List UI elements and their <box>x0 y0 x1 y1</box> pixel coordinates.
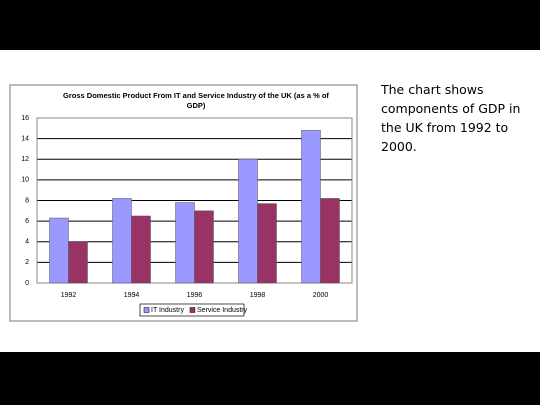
legend-label: Service Industry <box>197 307 248 314</box>
bar <box>238 159 258 284</box>
y-tick-label: 10 <box>21 177 29 184</box>
x-tick-label: 1998 <box>250 292 266 299</box>
x-tick-label: 1992 <box>61 292 77 299</box>
y-tick-label: 16 <box>21 115 29 122</box>
bar <box>257 203 277 284</box>
bar <box>320 198 340 284</box>
slide-text: The chart shows components of GDP in the… <box>381 82 521 154</box>
bottom-band <box>0 352 540 405</box>
bar <box>112 198 132 284</box>
y-tick-label: 0 <box>25 280 29 287</box>
top-band <box>0 0 540 50</box>
chart-title: GDP) <box>187 101 206 110</box>
legend-swatch <box>189 307 196 313</box>
bar <box>49 217 69 284</box>
x-tick-label: 2000 <box>313 292 329 299</box>
bar <box>194 210 214 284</box>
y-tick-label: 6 <box>25 218 29 225</box>
legend-swatch <box>143 307 150 313</box>
legend-label: IT Industry <box>151 307 184 314</box>
bar <box>301 130 321 284</box>
bar <box>175 202 195 284</box>
bar <box>68 241 88 284</box>
y-tick-label: 14 <box>21 135 29 142</box>
x-tick-label: 1996 <box>187 292 203 299</box>
x-tick-label: 1994 <box>124 292 140 299</box>
y-tick-label: 4 <box>25 239 29 246</box>
chart-title: Gross Domestic Product From IT and Servi… <box>63 91 329 100</box>
y-tick-label: 12 <box>21 156 29 163</box>
bar <box>131 215 151 284</box>
y-tick-label: 8 <box>25 197 29 204</box>
y-tick-label: 2 <box>25 259 29 266</box>
